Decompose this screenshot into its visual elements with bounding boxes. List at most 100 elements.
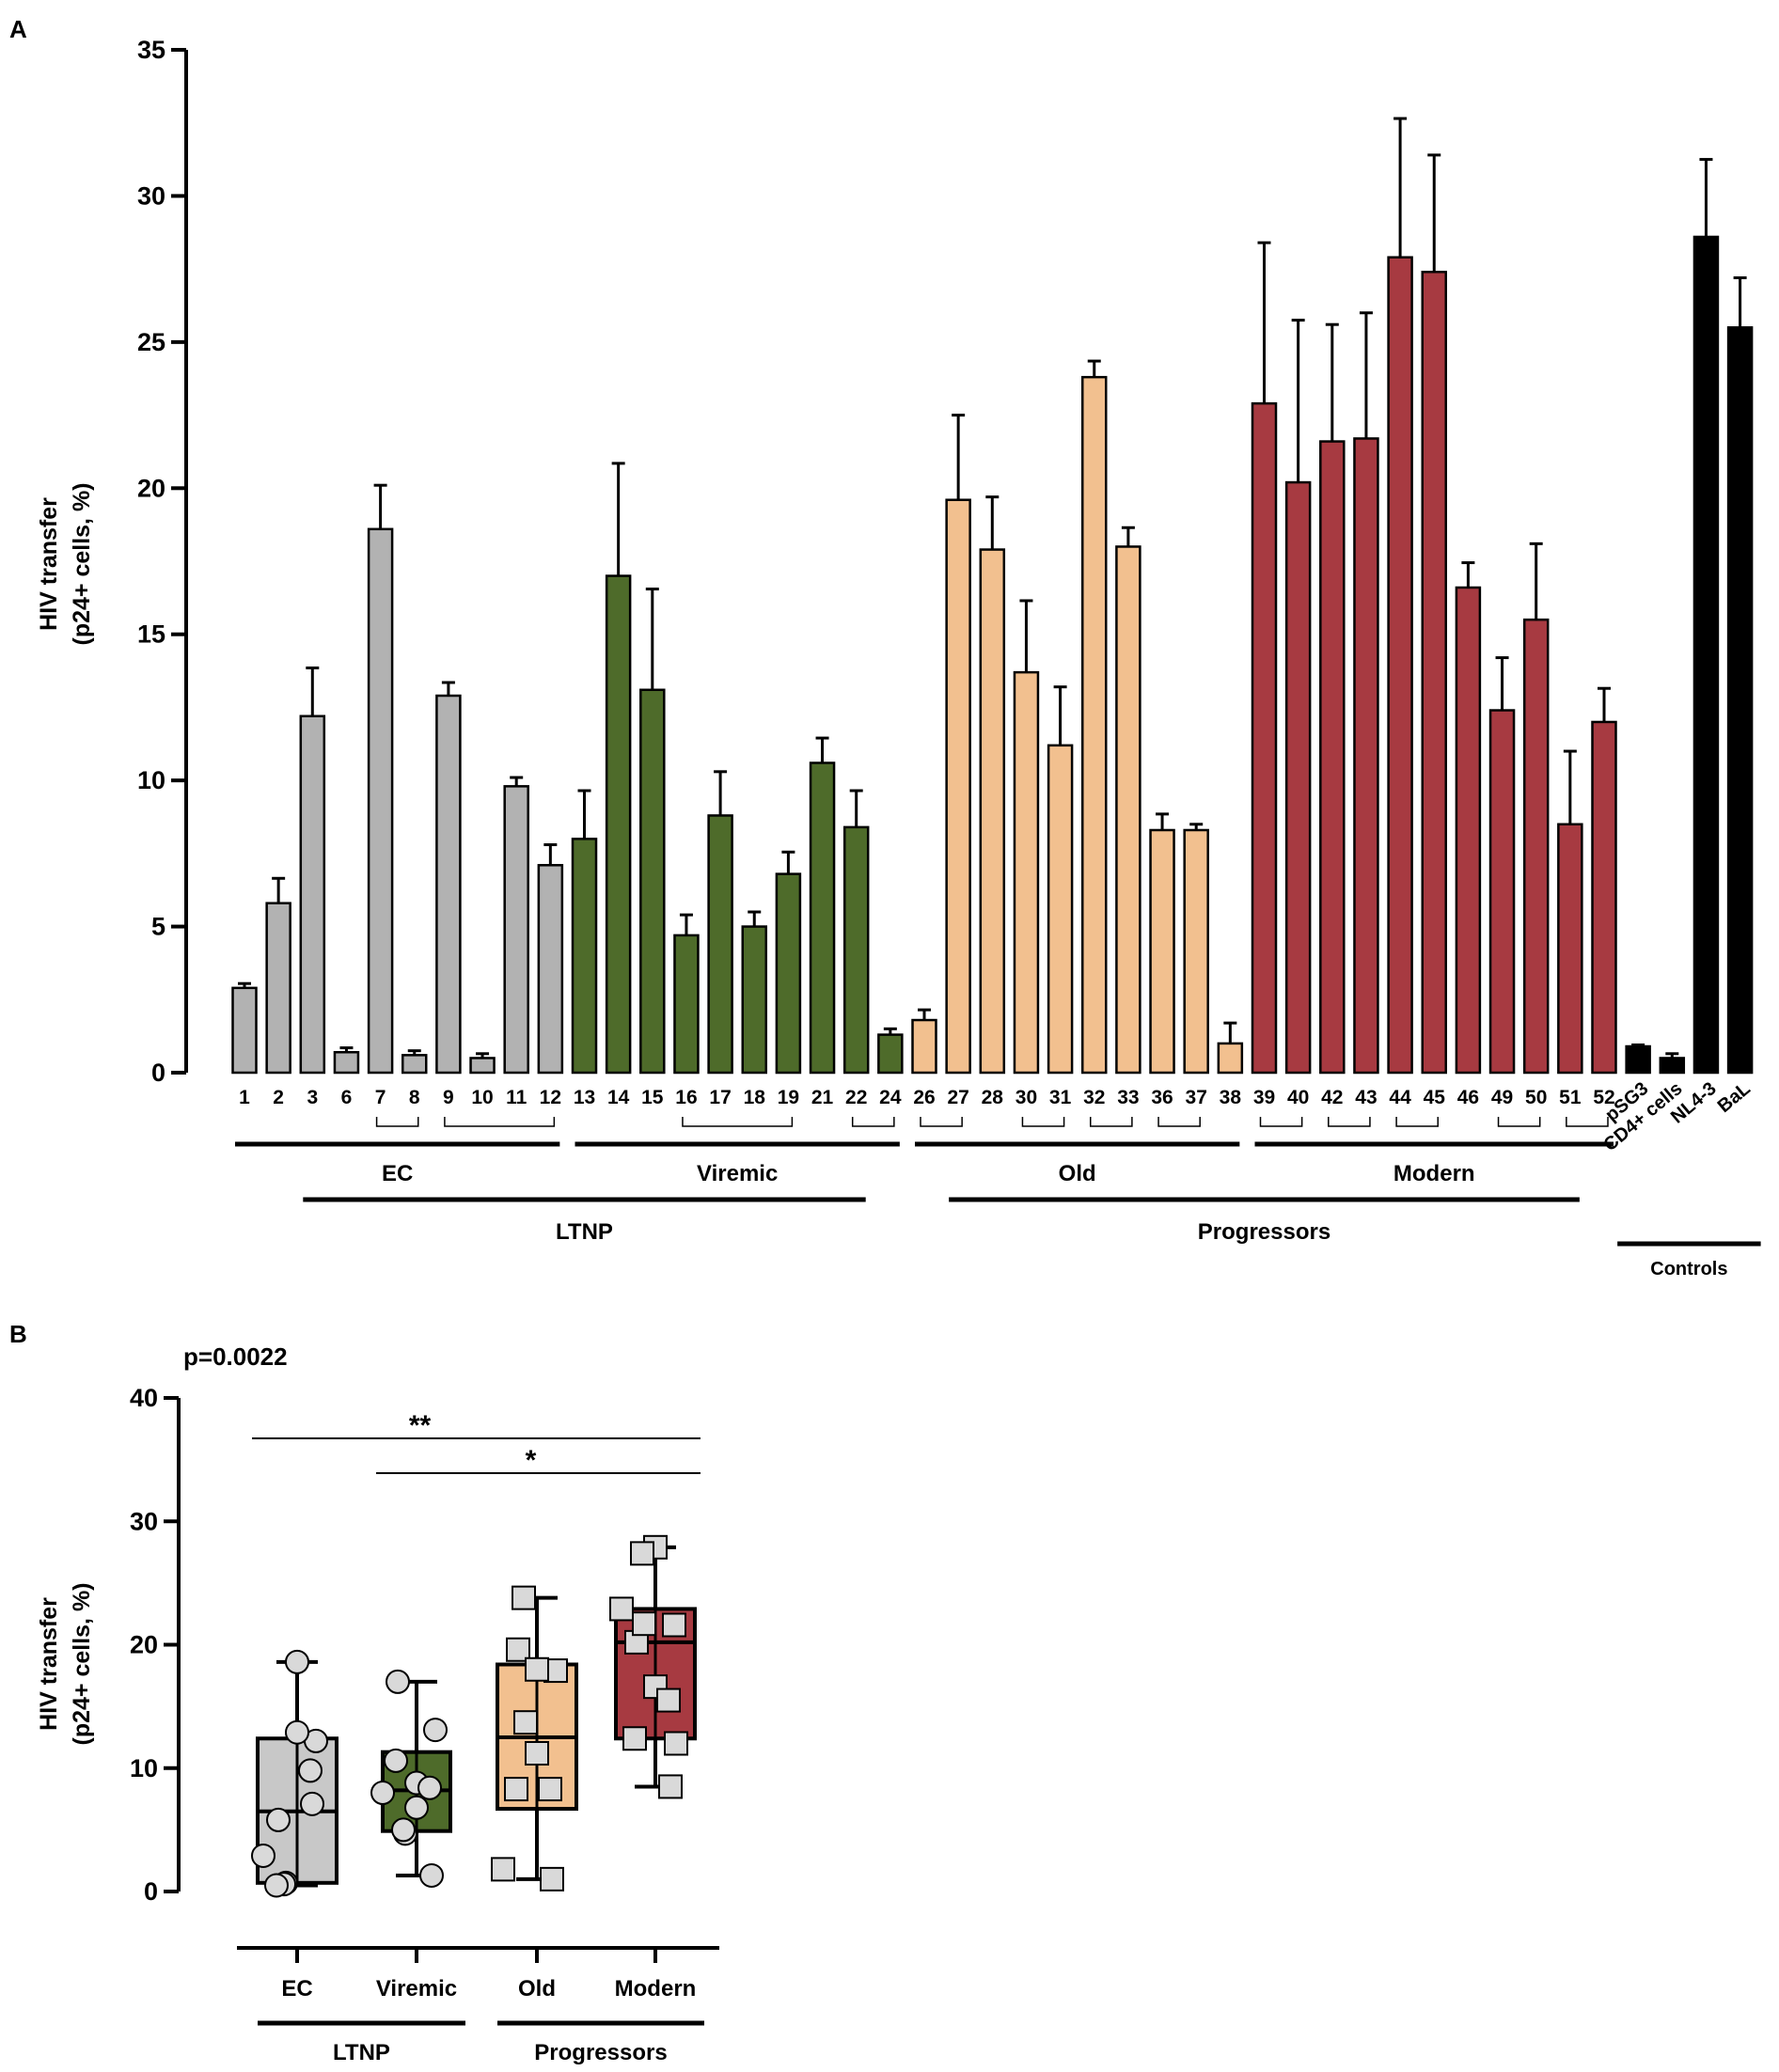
panel-b-y-axis: 0 10 20 30 40 <box>130 1384 719 1950</box>
panel-a-y-label-line1: HIV transfer <box>36 497 62 631</box>
panel-b-y-label-line2: (p24+ cells, %) <box>69 1583 95 1746</box>
pair-bracket-9-12 <box>444 1117 556 1127</box>
x-label-13: 13 <box>574 1087 595 1108</box>
bar-9 <box>435 694 462 1075</box>
bar-42 <box>1319 440 1346 1075</box>
point-ec <box>300 1791 324 1816</box>
bar-44 <box>1387 256 1413 1075</box>
bar-13 <box>571 838 598 1075</box>
bar-43 <box>1353 437 1379 1075</box>
point-old <box>525 1741 549 1766</box>
panel-b-x-label-modern: Modern <box>615 1976 697 2001</box>
point-viremic <box>384 1748 408 1773</box>
panel-b-y-label-line1: HIV transfer <box>36 1597 62 1731</box>
x-label-1: 1 <box>239 1087 250 1108</box>
x-label-26: 26 <box>913 1087 935 1108</box>
group-label-Viremic: Viremic <box>697 1161 778 1186</box>
pair-bracket-22-24 <box>851 1117 895 1127</box>
point-modern <box>622 1726 647 1751</box>
x-label-15: 15 <box>641 1087 664 1108</box>
panel-b-x-label-ec: EC <box>281 1976 312 2001</box>
pair-bracket-26-27 <box>920 1117 963 1127</box>
bar-21 <box>809 761 836 1075</box>
panel-a-y-tick-label: 10 <box>137 766 165 794</box>
panel-b-p-value: p=0.0022 <box>183 1342 288 1371</box>
bar-CD4+ cells <box>1659 1057 1686 1075</box>
x-label-18: 18 <box>744 1087 766 1108</box>
pair-bracket-32-33 <box>1090 1117 1133 1127</box>
x-label-43: 43 <box>1355 1087 1377 1108</box>
x-label-17: 17 <box>709 1087 731 1108</box>
x-label-52: 52 <box>1593 1087 1614 1108</box>
bar-33 <box>1115 545 1141 1075</box>
point-modern <box>664 1731 688 1756</box>
x-label-39: 39 <box>1253 1087 1275 1108</box>
bar-15 <box>639 688 666 1075</box>
x-label-14: 14 <box>607 1087 630 1108</box>
bar-37 <box>1183 828 1209 1075</box>
x-label-30: 30 <box>1015 1087 1037 1108</box>
panel-b-super-label-ltnp: LTNP <box>333 2040 390 2065</box>
point-old <box>506 1637 530 1662</box>
x-label-46: 46 <box>1457 1087 1479 1108</box>
bar-31 <box>1047 744 1074 1075</box>
panel-b-significance: *** <box>252 1410 701 1476</box>
x-label-37: 37 <box>1186 1087 1207 1108</box>
bar-10 <box>469 1057 496 1075</box>
bar-11 <box>503 785 529 1075</box>
point-viremic <box>370 1781 395 1805</box>
bar-36 <box>1149 828 1175 1075</box>
point-old <box>540 1866 564 1891</box>
point-ec <box>264 1873 289 1898</box>
group-label-Old: Old <box>1059 1161 1096 1186</box>
bar-12 <box>537 864 564 1075</box>
x-label-19: 19 <box>778 1087 799 1108</box>
point-ec <box>285 1719 309 1745</box>
bar-51 <box>1557 823 1583 1075</box>
bar-50 <box>1522 618 1550 1075</box>
x-label-28: 28 <box>982 1087 1004 1108</box>
point-modern <box>658 1774 683 1799</box>
panel-a-y-tick-label: 5 <box>151 913 165 941</box>
point-viremic <box>417 1775 442 1800</box>
pair-bracket-44-45 <box>1395 1117 1439 1127</box>
point-old <box>513 1710 538 1735</box>
panel-b-letter: B <box>9 1320 27 1348</box>
point-modern <box>632 1611 656 1637</box>
point-old <box>525 1656 549 1682</box>
point-modern <box>609 1596 634 1622</box>
x-label-42: 42 <box>1321 1087 1343 1108</box>
point-viremic <box>386 1669 410 1694</box>
x-label-31: 31 <box>1049 1087 1072 1108</box>
panel-b-super-label-progressors: Progressors <box>534 2040 667 2065</box>
significance-label-Viremic-Modern: * <box>526 1445 537 1476</box>
panel-a-y-tick-label: 0 <box>151 1059 165 1087</box>
bar-7 <box>367 527 394 1075</box>
panel-a-y-tick-label: 25 <box>137 328 165 356</box>
panel-b-y-tick-label: 10 <box>130 1754 158 1782</box>
x-label-38: 38 <box>1220 1087 1242 1108</box>
bar-NL4-3 <box>1692 235 1720 1075</box>
point-old <box>491 1857 515 1882</box>
bar-45 <box>1421 271 1447 1075</box>
super-label-Progressors: Progressors <box>1198 1219 1330 1245</box>
panel-a-y-axis-label: HIV transfer (p24+ cells, %) <box>36 483 95 646</box>
x-label-9: 9 <box>443 1087 454 1108</box>
point-viremic <box>391 1817 416 1843</box>
bar-14 <box>605 574 632 1075</box>
bar-26 <box>911 1018 937 1075</box>
bar-17 <box>707 814 733 1075</box>
panel-b-x-label-old: Old <box>518 1976 556 2001</box>
panel-a-y-label-line2: (p24+ cells, %) <box>69 483 95 646</box>
bar-2 <box>265 902 291 1075</box>
bar-49 <box>1488 709 1516 1075</box>
x-label-11: 11 <box>506 1087 527 1108</box>
bar-8 <box>401 1054 428 1075</box>
panel-b-y-tick-label: 0 <box>144 1877 158 1906</box>
significance-label-EC-Modern: ** <box>409 1410 432 1441</box>
x-label-32: 32 <box>1083 1087 1105 1108</box>
x-label-27: 27 <box>947 1087 968 1108</box>
bar-1 <box>231 986 258 1075</box>
pair-bracket-30-31 <box>1021 1117 1065 1127</box>
